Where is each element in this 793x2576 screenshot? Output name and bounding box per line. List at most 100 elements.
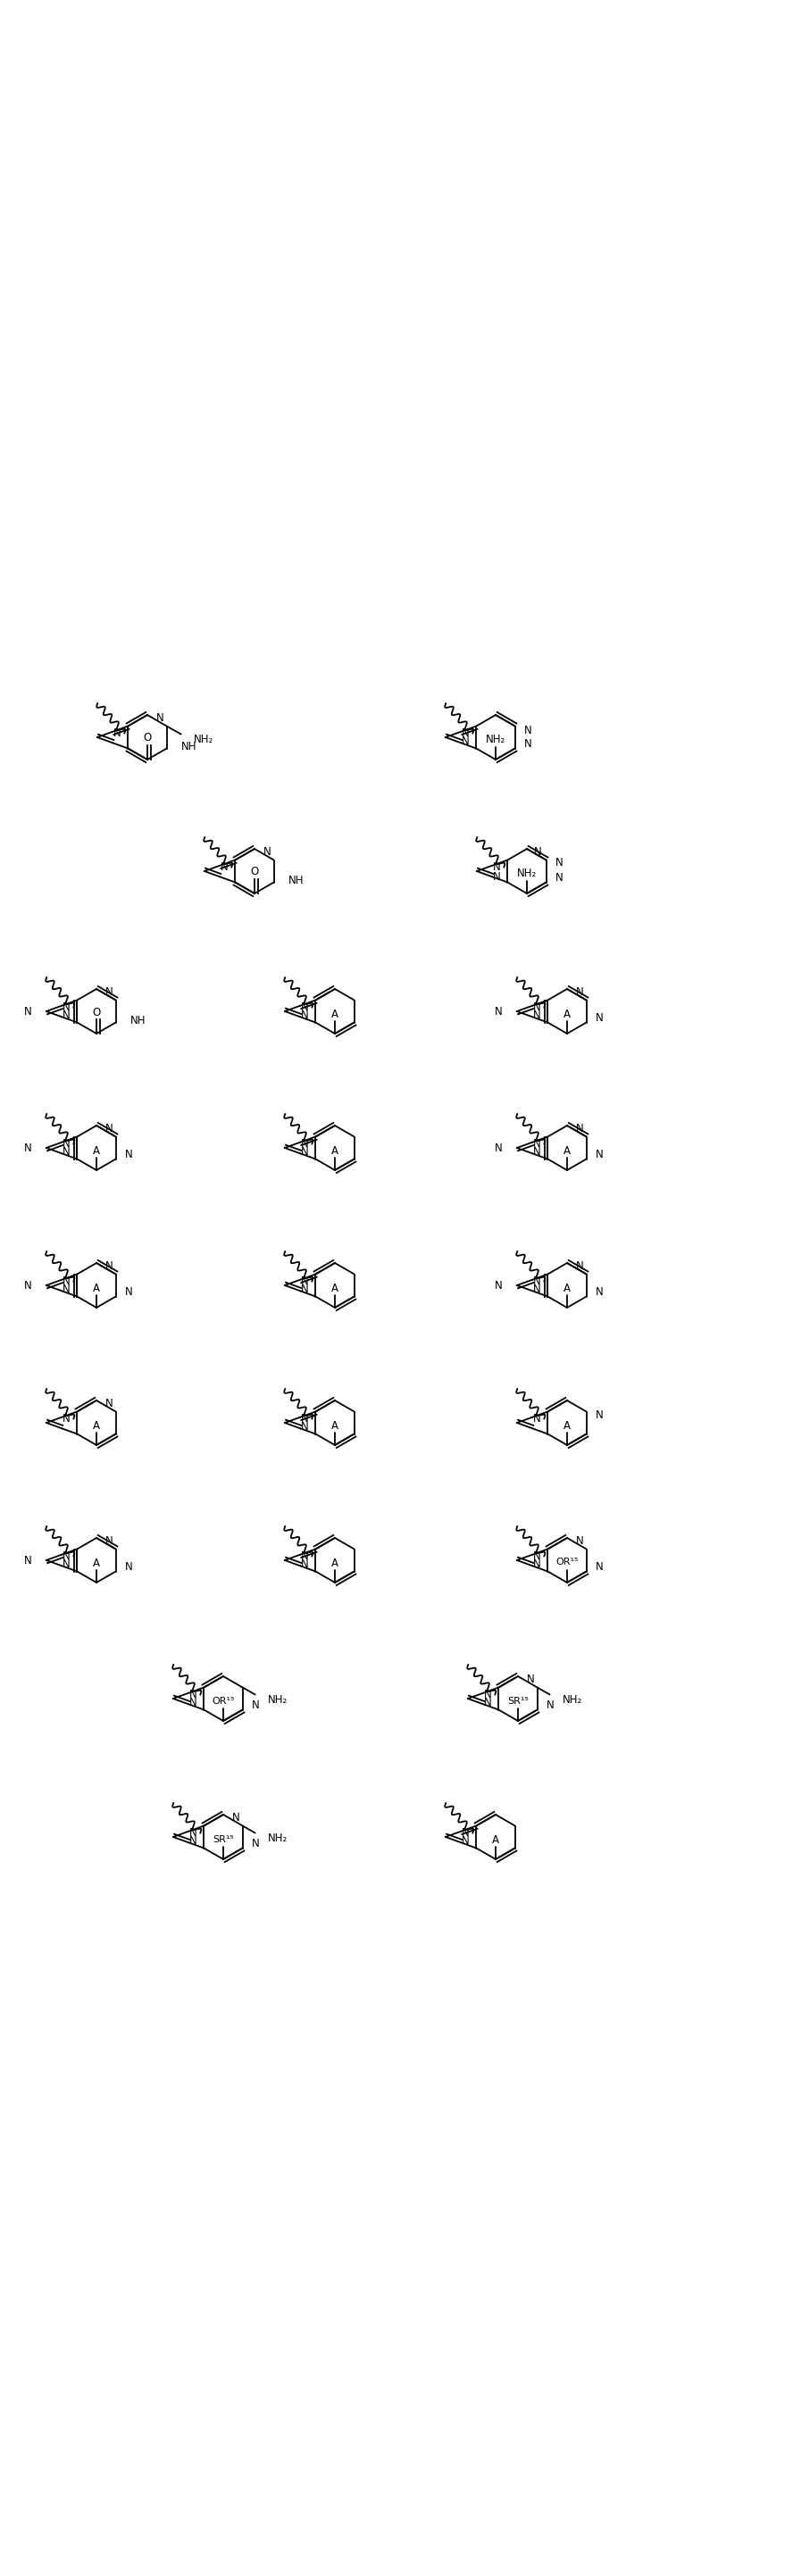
Text: N: N	[301, 1414, 308, 1425]
Text: NH: NH	[130, 1015, 146, 1025]
Text: N: N	[576, 1123, 584, 1133]
Text: N: N	[596, 1285, 603, 1298]
Text: SR¹⁵: SR¹⁵	[213, 1834, 234, 1844]
Text: N: N	[533, 1551, 541, 1561]
Text: N: N	[301, 1551, 308, 1561]
Text: N: N	[113, 726, 121, 739]
Text: N: N	[524, 739, 531, 750]
Text: N: N	[533, 1002, 541, 1012]
Text: N: N	[533, 1558, 541, 1569]
Text: N: N	[125, 1285, 132, 1298]
Text: O: O	[92, 1007, 101, 1018]
Text: N: N	[301, 1558, 308, 1569]
Text: N: N	[546, 1700, 554, 1710]
Text: N: N	[105, 1123, 113, 1133]
Text: N: N	[301, 1139, 308, 1149]
Text: A: A	[331, 1144, 339, 1157]
Text: N: N	[301, 1146, 308, 1157]
Text: N: N	[555, 858, 563, 868]
Text: O: O	[251, 866, 259, 878]
Text: N: N	[62, 1558, 70, 1569]
Text: N: N	[25, 1280, 32, 1291]
Text: N: N	[462, 726, 469, 739]
Text: N: N	[301, 1422, 308, 1432]
Text: N: N	[62, 1010, 70, 1020]
Text: NH₂: NH₂	[562, 1695, 582, 1705]
Text: N: N	[62, 1283, 70, 1296]
Text: N: N	[492, 860, 500, 873]
Text: N: N	[533, 1146, 541, 1157]
Text: A: A	[564, 1007, 571, 1020]
Text: A: A	[331, 1419, 339, 1432]
Text: N: N	[495, 1005, 503, 1018]
Text: O: O	[144, 732, 151, 744]
Text: N: N	[105, 1535, 113, 1546]
Text: N: N	[62, 1146, 70, 1157]
Text: N: N	[301, 1283, 308, 1296]
Text: N: N	[462, 1834, 469, 1847]
Text: N: N	[105, 987, 113, 997]
Text: N: N	[462, 737, 469, 747]
Text: OR¹⁵: OR¹⁵	[556, 1558, 578, 1566]
Text: N: N	[251, 1837, 259, 1850]
Text: NH: NH	[181, 742, 197, 752]
Text: NH: NH	[288, 876, 304, 886]
Text: N: N	[576, 987, 584, 997]
Text: N: N	[484, 1690, 492, 1700]
Text: NH₂: NH₂	[267, 1832, 288, 1844]
Text: N: N	[232, 1811, 240, 1824]
Text: N: N	[596, 1561, 603, 1574]
Text: N: N	[220, 860, 228, 873]
Text: N: N	[495, 1141, 503, 1154]
Text: SR¹⁵: SR¹⁵	[508, 1698, 529, 1705]
Text: A: A	[93, 1144, 100, 1157]
Text: N: N	[576, 1535, 584, 1546]
Text: N: N	[555, 873, 563, 884]
Text: N: N	[301, 1275, 308, 1288]
Text: N: N	[105, 1396, 113, 1409]
Text: NH₂: NH₂	[267, 1695, 288, 1705]
Text: N: N	[125, 1149, 132, 1159]
Text: N: N	[533, 1010, 541, 1020]
Text: A: A	[331, 1007, 339, 1020]
Text: N: N	[524, 724, 531, 737]
Text: N: N	[251, 1700, 259, 1710]
Text: A: A	[564, 1144, 571, 1157]
Text: A: A	[564, 1419, 571, 1432]
Text: N: N	[533, 1139, 541, 1149]
Text: N: N	[596, 1409, 603, 1422]
Text: N: N	[462, 1826, 469, 1839]
Text: A: A	[93, 1283, 100, 1293]
Text: N: N	[596, 1012, 603, 1023]
Text: N: N	[596, 1149, 603, 1159]
Text: N: N	[527, 1674, 534, 1685]
Text: N: N	[62, 1551, 70, 1561]
Text: A: A	[93, 1556, 100, 1569]
Text: N: N	[25, 1141, 32, 1154]
Text: N: N	[495, 1280, 503, 1291]
Text: N: N	[62, 1414, 70, 1425]
Text: N: N	[62, 1002, 70, 1012]
Text: N: N	[576, 1260, 584, 1273]
Text: N: N	[62, 1275, 70, 1288]
Text: NH₂: NH₂	[193, 734, 213, 744]
Text: N: N	[125, 1561, 132, 1574]
Text: OR¹⁵: OR¹⁵	[212, 1698, 235, 1705]
Text: N: N	[189, 1698, 197, 1708]
Text: A: A	[331, 1283, 339, 1293]
Text: A: A	[93, 1419, 100, 1432]
Text: N: N	[534, 848, 542, 858]
Text: N: N	[25, 1005, 32, 1018]
Text: NH₂: NH₂	[517, 868, 537, 878]
Text: N: N	[484, 1698, 492, 1708]
Text: N: N	[189, 1834, 197, 1847]
Text: N: N	[263, 845, 271, 858]
Text: N: N	[301, 1002, 308, 1012]
Text: NH₂: NH₂	[485, 734, 506, 744]
Text: N: N	[25, 1553, 32, 1566]
Text: A: A	[564, 1283, 571, 1293]
Text: N: N	[533, 1414, 541, 1425]
Text: N: N	[533, 1275, 541, 1288]
Text: A: A	[331, 1556, 339, 1569]
Text: N: N	[189, 1826, 197, 1839]
